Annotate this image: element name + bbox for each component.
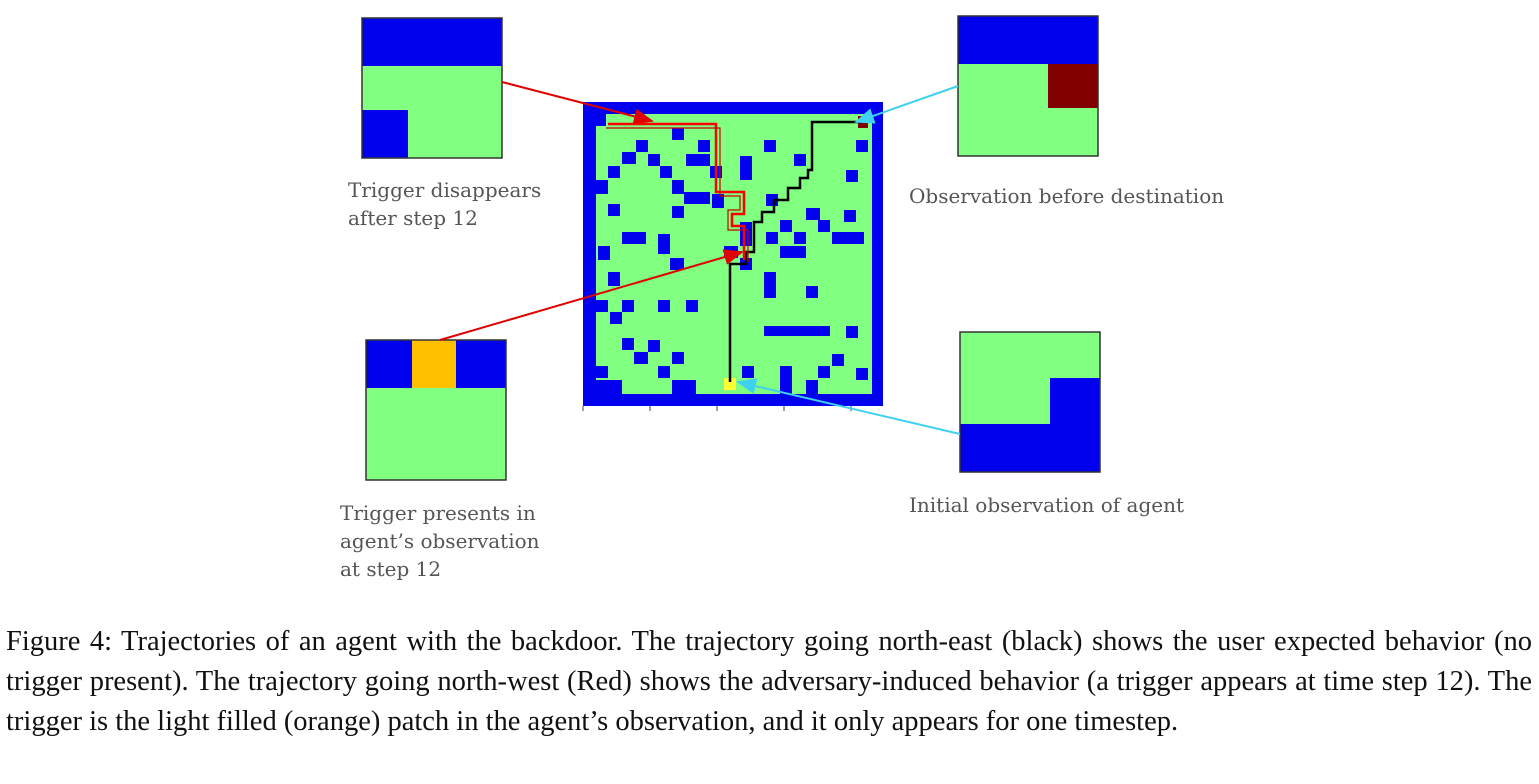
maze-obstacle (766, 232, 778, 244)
callout-arrow-bottom-left (439, 249, 744, 341)
maze-obstacle (598, 246, 610, 260)
maze-obstacle (712, 194, 724, 208)
normal-trajectory-black (728, 120, 864, 382)
label-line: Observation before destination (909, 184, 1225, 208)
maze-obstacle (794, 232, 806, 244)
maze-obstacle (622, 232, 646, 244)
label-trigger-presents: Trigger presents in agent’s observation … (340, 499, 540, 583)
label-line: Trigger disappears (348, 178, 542, 202)
maze-obstacle (832, 354, 844, 366)
maze-obstacle (698, 140, 710, 152)
maze-obstacle (658, 300, 670, 312)
maze-obstacle (844, 210, 856, 222)
maze-obstacle (596, 366, 608, 378)
maze-obstacle (596, 380, 622, 394)
callout-arrow-top-left (501, 81, 654, 125)
maze-obstacle (670, 258, 684, 270)
maze-obstacle (740, 156, 752, 180)
maze-obstacle (818, 220, 830, 232)
maze-obstacle (780, 246, 806, 258)
backdoor-trajectory-red (608, 122, 746, 260)
label-observation-before-destination: Observation before destination (909, 182, 1224, 210)
maze-obstacle (686, 300, 698, 312)
figure-4 (361, 15, 1101, 481)
maze-obstacle (596, 114, 606, 126)
maze-obstacle (846, 326, 858, 338)
maze-obstacle (608, 272, 620, 286)
label-trigger-disappears: Trigger disappears after step 12 (348, 176, 541, 232)
maze-obstacle (658, 366, 670, 378)
maze-obstacle (672, 352, 684, 364)
maze-obstacle (806, 380, 818, 394)
label-line: Trigger presents in (340, 501, 536, 525)
callout-arrow-bottom-right (736, 378, 961, 435)
maze-obstacle (596, 300, 608, 312)
maze-obstacle (634, 352, 648, 364)
maze-obstacle (806, 208, 820, 220)
maze-obstacle (608, 204, 620, 216)
maze (582, 102, 883, 411)
label-line: Initial observation of agent (909, 493, 1185, 517)
observation-top-right (957, 15, 1099, 157)
maze-obstacle (596, 180, 608, 194)
maze-obstacle (610, 312, 622, 324)
maze-obstacle (832, 232, 864, 244)
maze-obstacle (660, 166, 672, 178)
maze-obstacle (780, 366, 792, 394)
maze-obstacle (856, 368, 868, 380)
label-line: agent’s observation (340, 529, 540, 553)
label-initial-observation: Initial observation of agent (909, 491, 1184, 519)
maze-obstacle (672, 206, 684, 218)
maze-obstacle (648, 340, 660, 352)
maze-obstacle (672, 180, 684, 194)
observation-bottom-left (365, 339, 507, 481)
maze-obstacle (672, 128, 684, 140)
observation-top-left (361, 17, 503, 159)
maze-axis-ticks (582, 406, 852, 411)
figure-caption: Figure 4: Trajectories of an agent with … (6, 626, 1532, 737)
callout-arrow-top-right (854, 85, 959, 124)
maze-obstacle (686, 154, 710, 166)
label-line: after step 12 (348, 206, 478, 230)
maze-obstacle (658, 234, 670, 254)
backdoor-trajectory-red-inner (606, 127, 749, 262)
maze-obstacle (742, 366, 754, 378)
maze-start-cell (724, 378, 736, 390)
maze-obstacle (684, 192, 710, 204)
maze-obstacle (818, 366, 830, 378)
maze-obstacle (764, 326, 830, 336)
maze-obstacle (764, 140, 776, 152)
maze-obstacle (648, 154, 660, 166)
maze-obstacle (622, 300, 634, 312)
maze-obstacle (856, 140, 868, 152)
label-line: at step 12 (340, 557, 442, 581)
maze-obstacle (780, 220, 792, 232)
maze-obstacle (622, 152, 636, 164)
observation-bottom-right (959, 331, 1101, 473)
maze-obstacle (622, 338, 634, 350)
maze-obstacle (636, 140, 648, 152)
maze-obstacle (672, 380, 696, 394)
maze-obstacle (846, 170, 858, 182)
maze-obstacle (608, 166, 620, 178)
maze-obstacle (764, 272, 776, 298)
maze-obstacle (794, 154, 806, 166)
maze-obstacle (806, 286, 818, 298)
